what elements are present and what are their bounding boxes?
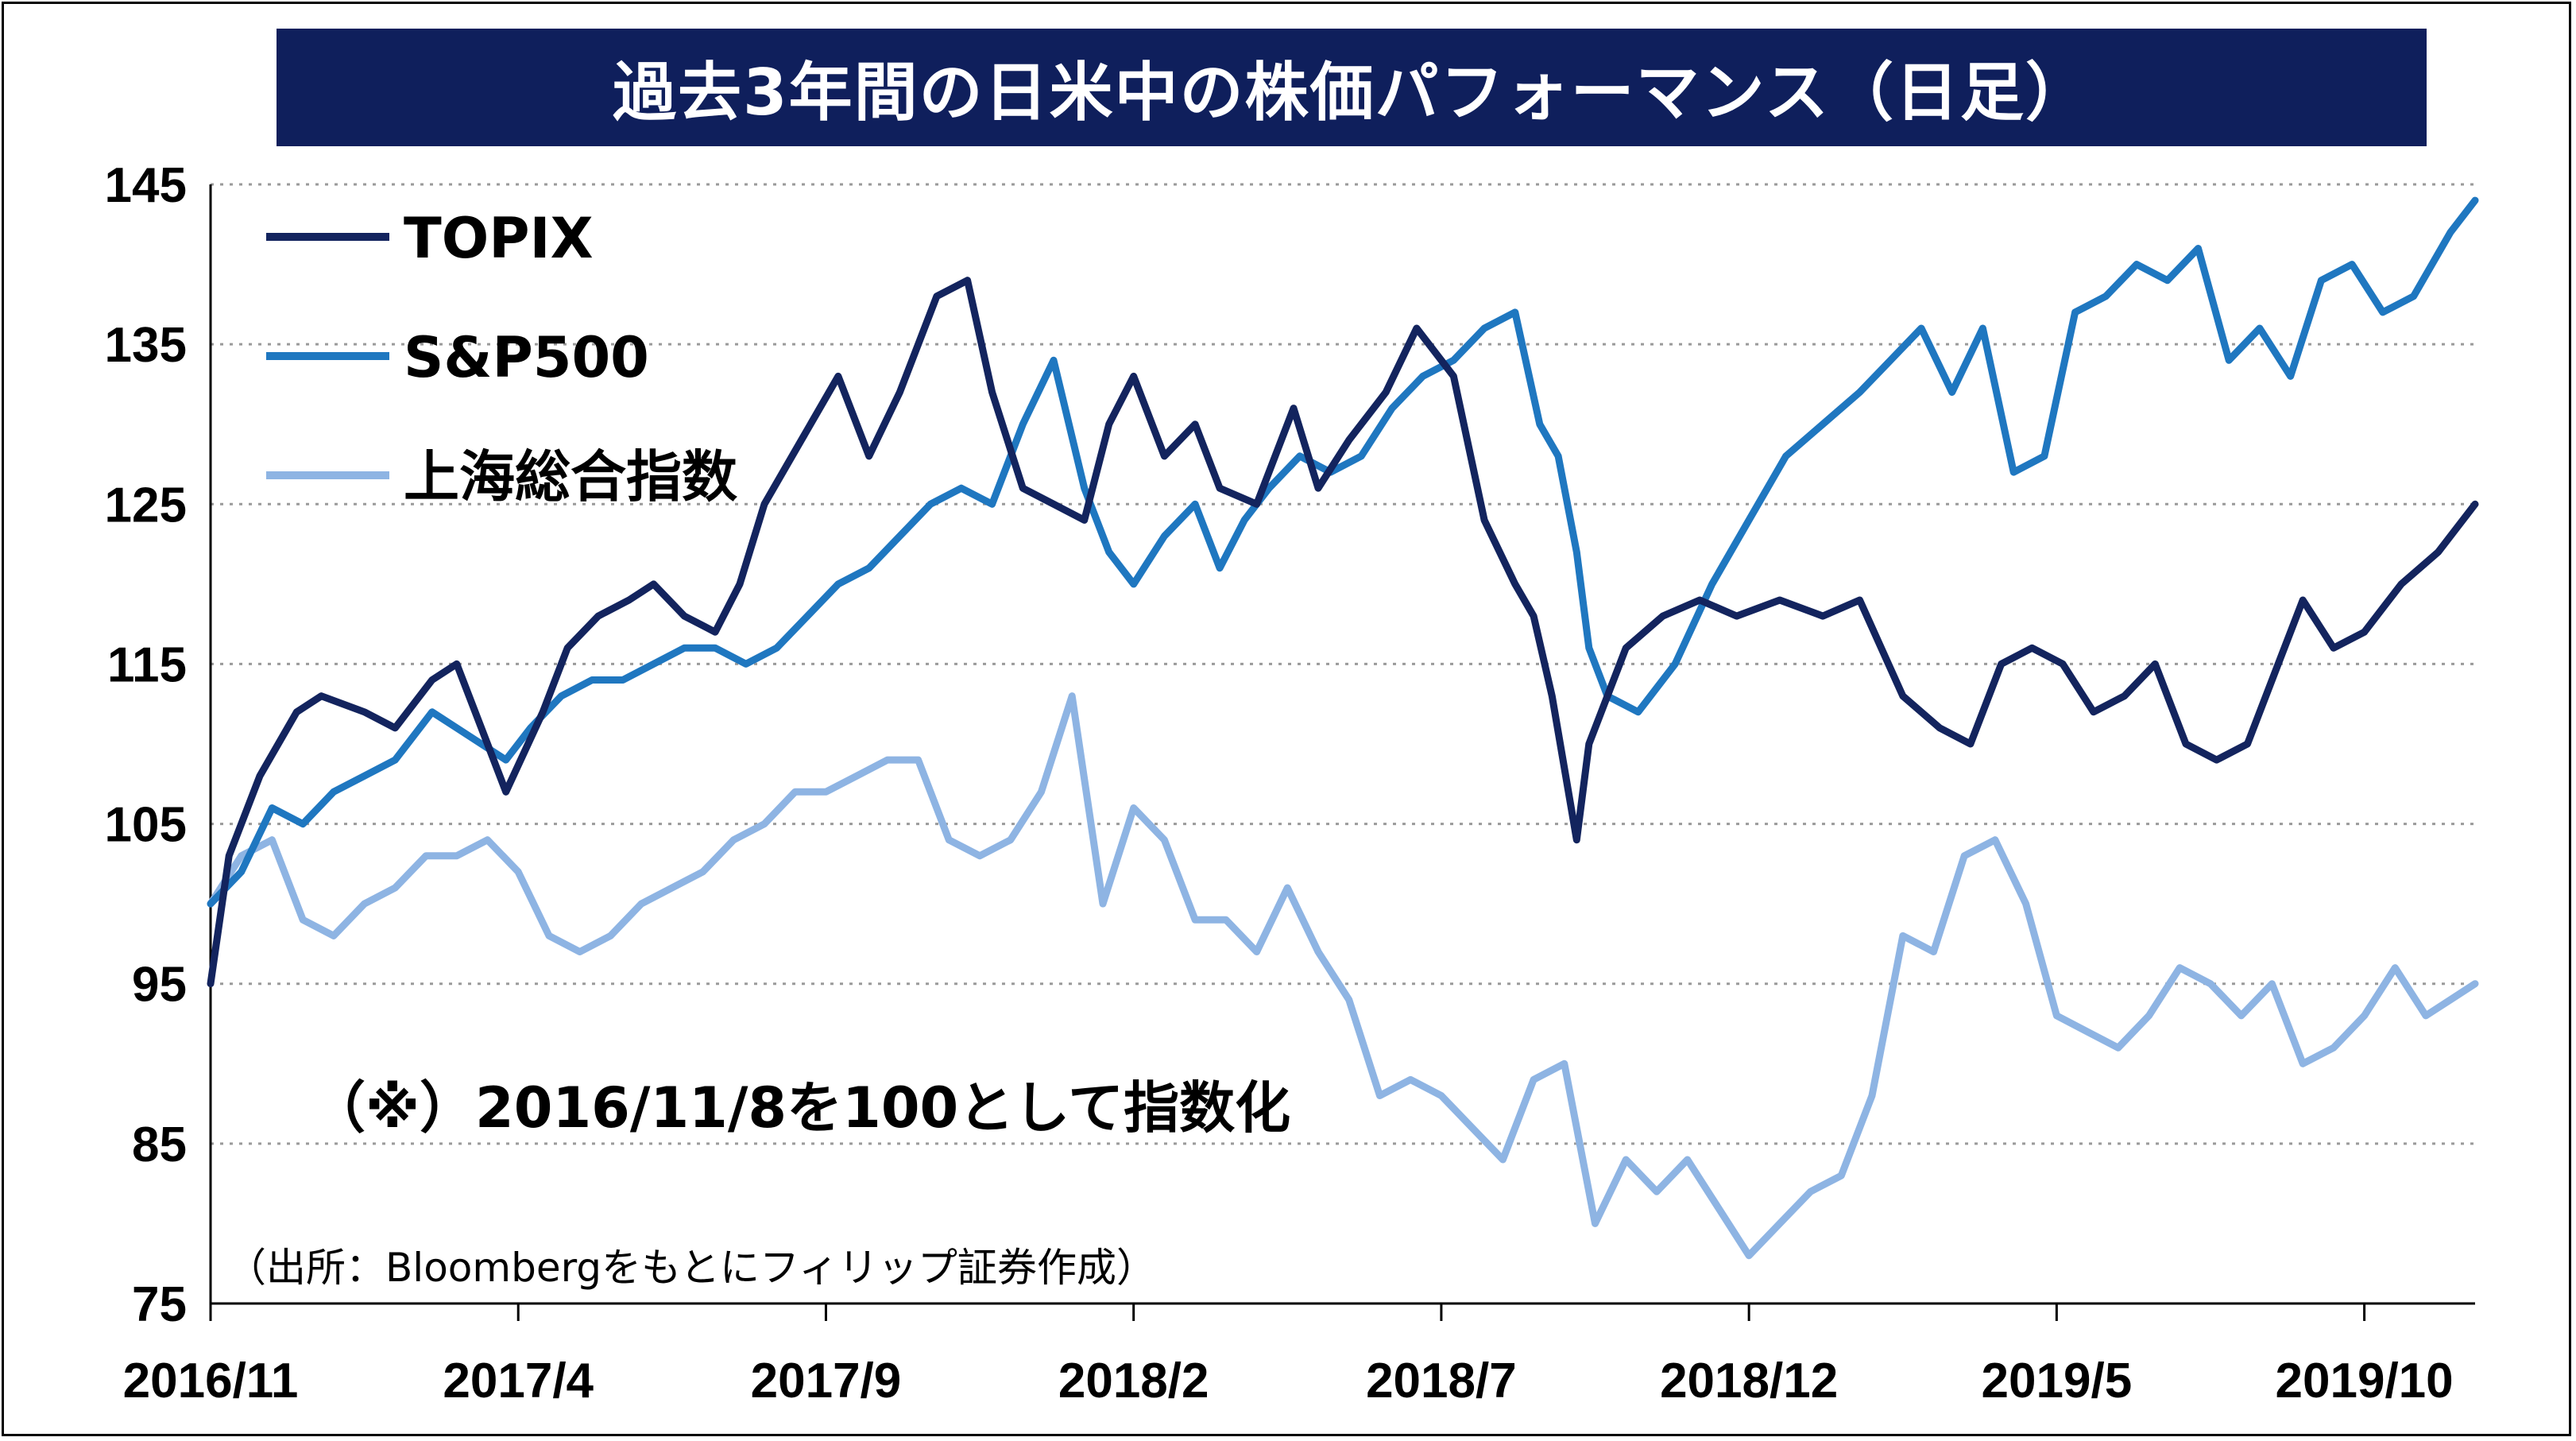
legend-label: TOPIX bbox=[404, 206, 594, 271]
y-tick-label: 105 bbox=[105, 798, 187, 853]
axes bbox=[209, 184, 2475, 1321]
legend-label: S&P500 bbox=[404, 325, 649, 390]
y-tick-label: 125 bbox=[105, 478, 187, 533]
legend: TOPIX S&P500 上海総合指数 bbox=[266, 206, 737, 509]
x-tick-label: 2016/11 bbox=[123, 1354, 299, 1408]
y-tick-label: 85 bbox=[132, 1118, 187, 1172]
y-tick-label: 135 bbox=[105, 318, 187, 373]
x-tick-label: 2018/2 bbox=[1058, 1354, 1209, 1408]
legend-label: 上海総合指数 bbox=[404, 444, 737, 509]
x-tick-label: 2019/10 bbox=[2276, 1354, 2454, 1408]
index-note: （※）2016/11/8を100として指数化 bbox=[310, 1075, 1290, 1141]
y-axis-labels: 75 85 95 105 115 125 135 145 bbox=[105, 158, 187, 1332]
y-tick-label: 145 bbox=[105, 158, 187, 213]
chart-title: 過去3年間の日米中の株価パフォーマンス（日足） bbox=[277, 29, 2427, 146]
source-note: （出所：Bloombergをもとにフィリップ証券作成） bbox=[226, 1245, 1156, 1291]
y-tick-label: 115 bbox=[107, 637, 187, 692]
x-tick-label: 2018/12 bbox=[1660, 1354, 1838, 1408]
x-tick-label: 2018/7 bbox=[1366, 1354, 1517, 1408]
x-axis-labels: 2016/11 2017/4 2017/9 2018/2 2018/7 2018/12 20… bbox=[123, 1354, 2454, 1408]
series-lines bbox=[207, 196, 2479, 1260]
series-line-2 bbox=[207, 692, 2479, 1260]
x-tick-label: 2017/9 bbox=[751, 1354, 902, 1408]
y-tick-label: 95 bbox=[132, 958, 187, 1013]
x-tick-label: 2019/5 bbox=[1982, 1354, 2133, 1408]
x-tick-label: 2017/4 bbox=[443, 1354, 594, 1408]
series-line-0 bbox=[207, 277, 2479, 988]
series-line-1 bbox=[207, 196, 2479, 908]
y-tick-label: 75 bbox=[132, 1277, 187, 1332]
